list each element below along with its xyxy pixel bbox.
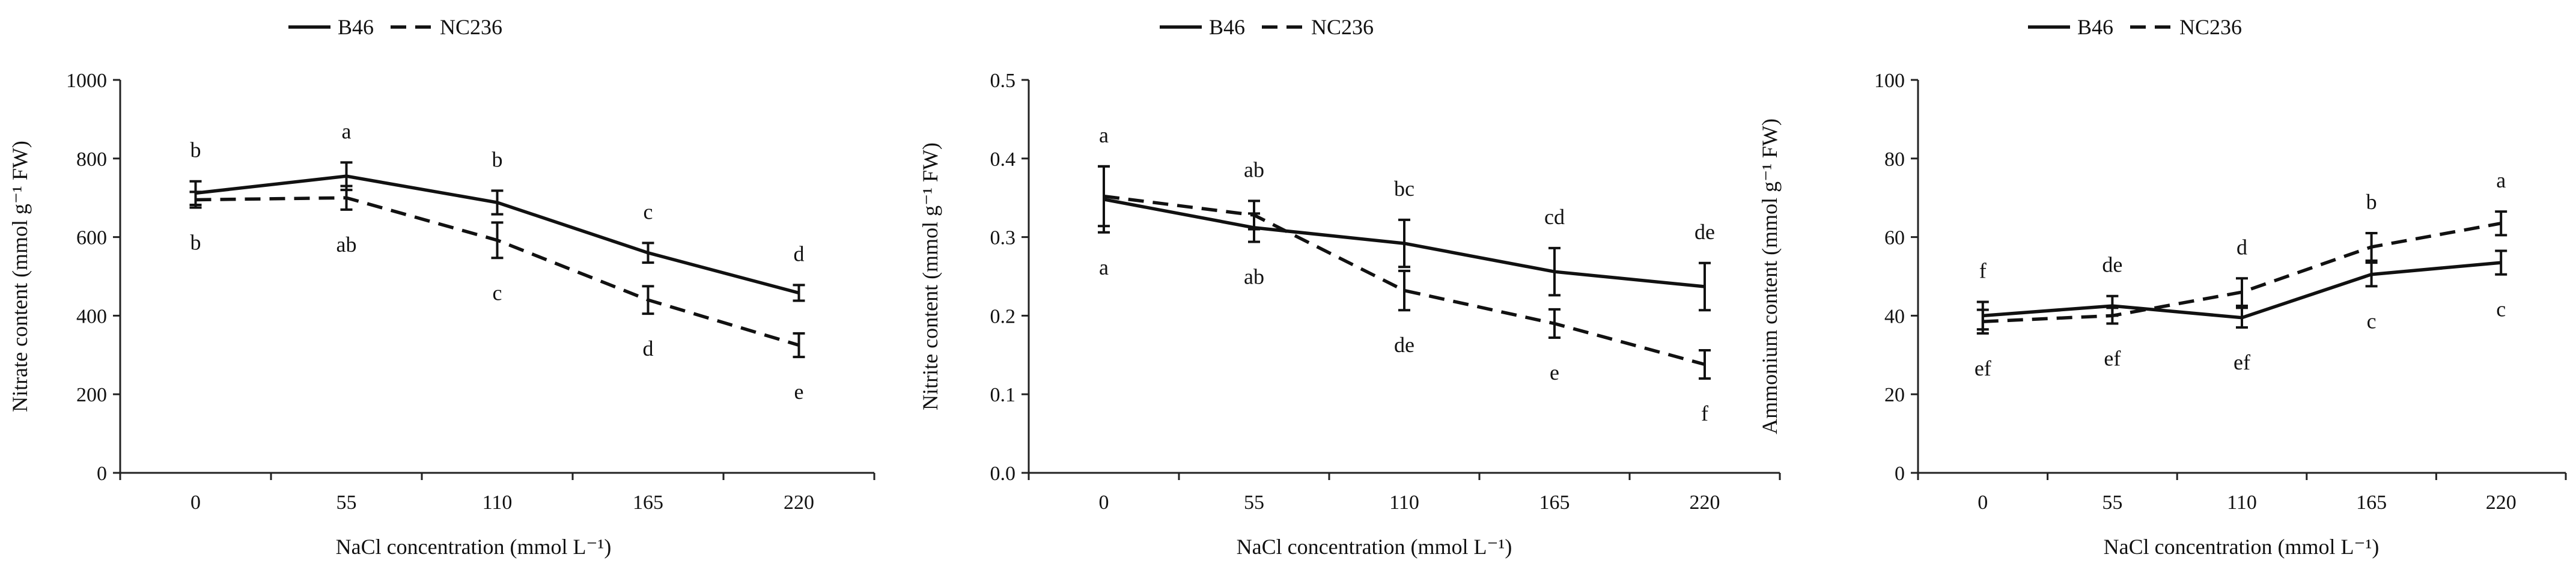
y-tick-label: 0.3 bbox=[990, 227, 1016, 249]
significance-letter: c bbox=[2496, 297, 2506, 321]
significance-letter: ab bbox=[336, 233, 357, 257]
x-tick-label: 55 bbox=[1244, 491, 1264, 514]
significance-letter: cd bbox=[1544, 205, 1565, 229]
nitrite-chart: 0.0 0.1 0.2 0.3 0.4 0.5 0 55 110 165 220 NaCl conce… bbox=[918, 15, 1781, 559]
x-tick-label: 165 bbox=[2356, 491, 2387, 514]
y-tick-label: 20 bbox=[1884, 384, 1905, 406]
y-tick-label: 0.1 bbox=[990, 384, 1016, 406]
y-tick-label: 0 bbox=[1895, 463, 1905, 485]
nitrate-chart: 0 200 400 600 800 1000 0 55 110 165 220 NaCl concen… bbox=[8, 15, 875, 559]
y-tick-label: 200 bbox=[76, 384, 107, 406]
x-tick-label: 220 bbox=[2486, 491, 2517, 514]
y-tick-label: 0.2 bbox=[990, 305, 1016, 327]
x-tick-label: 55 bbox=[336, 491, 357, 514]
y-tick-label: 60 bbox=[1884, 227, 1905, 249]
y-tick-label: 1000 bbox=[66, 70, 107, 92]
significance-letter: e bbox=[794, 380, 804, 404]
significance-letter: ef bbox=[2233, 350, 2250, 374]
y-axis-title: Ammonium content (mmol g⁻¹ FW) bbox=[1758, 118, 1782, 434]
x-tick-label: 220 bbox=[784, 491, 814, 514]
x-axis-title: NaCl concentration (mmol L⁻¹) bbox=[336, 535, 612, 559]
significance-letter: b bbox=[2366, 190, 2377, 214]
x-axis-title: NaCl concentration (mmol L⁻¹) bbox=[1237, 535, 1512, 559]
x-tick-label: 0 bbox=[1099, 491, 1109, 514]
significance-letter: f bbox=[1979, 259, 1987, 283]
y-tick-label: 800 bbox=[76, 148, 107, 171]
significance-letter: ef bbox=[2104, 346, 2121, 370]
y-tick-label: 100 bbox=[1874, 70, 1905, 92]
y-tick-label: 400 bbox=[76, 305, 107, 327]
significance-letter: ef bbox=[1975, 356, 1991, 380]
x-tick-label: 165 bbox=[1539, 491, 1570, 514]
significance-letter: a bbox=[342, 119, 352, 143]
significance-letter: a bbox=[1099, 255, 1109, 279]
significance-letter: de bbox=[1694, 220, 1715, 244]
y-tick-label: 0.0 bbox=[990, 463, 1016, 485]
significance-letter: e bbox=[1550, 360, 1559, 385]
significance-letter: b bbox=[492, 147, 503, 171]
legend-label-b46: B46 bbox=[2077, 15, 2113, 39]
significance-letter: bc bbox=[1394, 177, 1414, 201]
significance-letter: d bbox=[794, 242, 805, 266]
legend-label-b46: B46 bbox=[1209, 15, 1245, 39]
legend-label-b46: B46 bbox=[338, 15, 374, 39]
significance-letter: d bbox=[2236, 235, 2247, 259]
significance-letter: d bbox=[643, 336, 654, 360]
x-tick-label: 165 bbox=[633, 491, 663, 514]
significance-letter: de bbox=[1394, 333, 1414, 357]
y-tick-label: 0.5 bbox=[990, 70, 1016, 92]
significance-letter: ab bbox=[1244, 264, 1264, 288]
x-tick-label: 0 bbox=[1978, 491, 1988, 514]
x-tick-label: 110 bbox=[1389, 491, 1419, 514]
y-axis-title: Nitrite content (mmol g⁻¹ FW) bbox=[918, 142, 942, 410]
x-tick-label: 0 bbox=[190, 491, 201, 514]
significance-letter: a bbox=[2496, 168, 2506, 192]
series-line-nc236 bbox=[1103, 194, 1705, 367]
legend-label-nc236: NC236 bbox=[440, 15, 502, 39]
significance-letter: a bbox=[1099, 123, 1109, 147]
significance-letter: b bbox=[190, 138, 201, 162]
y-tick-label: 0.4 bbox=[990, 148, 1016, 171]
significance-letter: c bbox=[644, 199, 653, 224]
y-tick-label: 40 bbox=[1884, 305, 1905, 327]
significance-letter: c bbox=[493, 281, 502, 305]
y-tick-label: 600 bbox=[76, 227, 107, 249]
x-tick-label: 110 bbox=[483, 491, 513, 514]
series-line-nc236 bbox=[195, 196, 800, 347]
x-tick-label: 220 bbox=[1690, 491, 1720, 514]
significance-letter: de bbox=[2102, 253, 2122, 277]
significance-letter: ab bbox=[1244, 157, 1264, 181]
significance-letter: f bbox=[1701, 401, 1708, 425]
y-axis-title: Nitrate content (mmol g⁻¹ FW) bbox=[8, 141, 32, 412]
x-axis-title: NaCl concentration (mmol L⁻¹) bbox=[2104, 535, 2380, 559]
ammonium-chart: 0 20 40 60 80 100 0 55 110 165 220 NaCl concentrati… bbox=[1758, 15, 2567, 559]
x-tick-label: 110 bbox=[2227, 491, 2257, 514]
legend-label-nc236: NC236 bbox=[2179, 15, 2242, 39]
y-tick-label: 0 bbox=[97, 463, 107, 485]
significance-letter: b bbox=[190, 231, 201, 255]
significance-letter: c bbox=[2367, 309, 2377, 333]
y-tick-label: 80 bbox=[1884, 148, 1905, 171]
x-tick-label: 55 bbox=[2102, 491, 2122, 514]
legend-label-nc236: NC236 bbox=[1311, 15, 1374, 39]
